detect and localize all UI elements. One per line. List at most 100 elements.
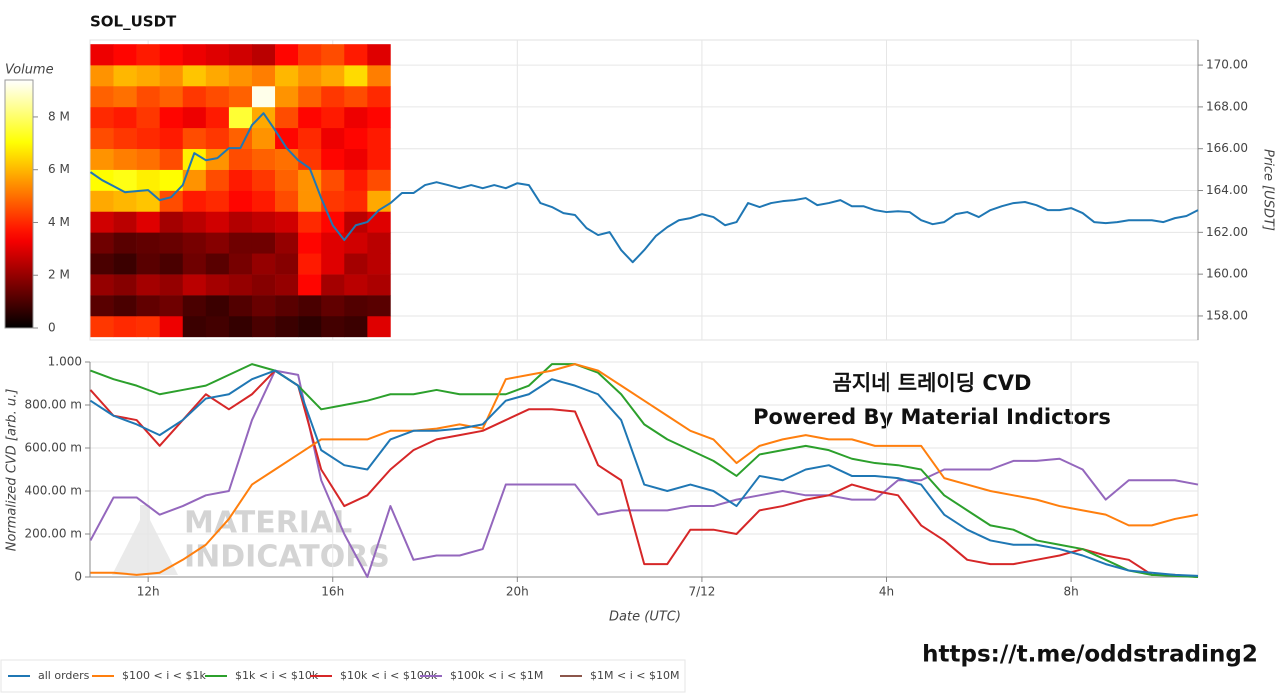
heatmap-cell [275,65,299,87]
heatmap-cell [367,211,391,233]
heatmap-cell [136,44,160,66]
colorbar-label: Volume [5,63,54,78]
heatmap-cell [205,127,230,150]
heatmap-cell [205,274,230,296]
link-text: https://t.me/oddstrading2 [922,642,1258,668]
heatmap-cell [275,211,299,233]
heatmap-cell [182,274,207,296]
heatmap-cell [182,127,207,150]
heatmap-cell [251,127,276,150]
heatmap-cell [298,295,322,317]
heatmap-cell [113,127,137,150]
heatmap-cell [113,169,137,191]
heatmap-cell [113,211,137,233]
heatmap-cell [182,315,207,338]
heatmap-cell [205,44,230,66]
heatmap-cell [228,295,253,317]
colorbar-tick-label: 4 M [48,215,70,229]
heatmap-cell [344,211,368,233]
heatmap-cell [159,274,184,296]
heatmap-cell [136,106,160,129]
heatmap-cell [298,190,322,212]
heatmap-cell [321,44,345,66]
y-tick-label: 160.00 [1206,267,1248,281]
heatmap-cell [205,295,230,317]
annotation: Powered By Material Indictors [753,405,1111,429]
heatmap-cell [251,315,276,338]
heatmap-cell [321,85,345,108]
heatmap-cell [90,211,114,233]
chart-title: SOL_USDT [90,13,177,31]
watermark: MATERIAL INDICATORS [112,505,390,575]
heatmap-cell [321,127,345,150]
legend-label: $1k < i < $10k [235,669,319,682]
heatmap-cell [275,315,299,338]
heatmap-cell [182,65,207,87]
heatmap-cell [113,148,137,170]
watermark-text: INDICATORS [184,540,390,575]
colorbar-tick-label: 0 [48,321,56,335]
heatmap-cell [228,211,253,233]
heatmap-cell [182,106,207,129]
heatmap-cell [321,295,345,317]
heatmap-cell [344,295,368,317]
heatmap-cell [159,148,184,170]
heatmap-cell [367,169,391,191]
heatmap-cell [344,190,368,212]
heatmap-cell [275,127,299,150]
colorbar-tick-label: 8 M [48,109,70,123]
y-tick-label: 162.00 [1206,225,1248,239]
heatmap-cell [90,274,114,296]
heatmap-cell [275,106,299,129]
heatmap-cell [159,232,184,254]
heatmap-cell [182,190,207,212]
heatmap-cell [367,315,391,338]
x-tick-label: 7/12 [688,585,715,599]
y-tick-label: 0 [74,570,82,584]
heatmap-cell [159,65,184,87]
heatmap-cell [251,274,276,296]
heatmap-cell [159,106,184,129]
x-axis-label: Date (UTC) [609,610,681,625]
y-tick-label: 200.00 m [25,527,83,541]
heatmap-cell [90,127,114,150]
heatmap-cell [113,315,137,338]
heatmap-cell [90,44,114,66]
heatmap-cell [367,65,391,87]
heatmap-cell [228,44,253,66]
heatmap-cell [275,44,299,66]
heatmap-cell [182,44,207,66]
heatmap-cell [228,148,253,170]
heatmap-cell [113,253,137,275]
heatmap-cell [113,85,137,108]
heatmap-cell [136,148,160,170]
heatmap-cell [228,85,253,108]
heatmap-cell [205,232,230,254]
cvd-line [90,363,1199,576]
heatmap-cell [321,211,345,233]
heatmap-cell [182,232,207,254]
heatmap-cell [90,315,114,338]
price-line [89,112,1199,264]
heatmap-cell [298,232,322,254]
colorbar [4,79,34,329]
heatmap-cell [159,44,184,66]
heatmap-cell [90,295,114,317]
heatmap-cell [136,190,160,212]
heatmap-cell [90,148,114,170]
heatmap-cell [321,253,345,275]
watermark-text: MATERIAL [184,506,352,541]
heatmap-cell [228,127,253,150]
top-plot: 158.00 160.00 162.00 164.00 166.00 168.00 170.… [89,39,1248,341]
heatmap-cell [275,253,299,275]
y-tick-label: 164.00 [1206,183,1248,197]
heatmap-cell [298,127,322,150]
heatmap-cell [205,253,230,275]
colorbar-tick-label: 2 M [48,268,70,282]
heatmap-cell [321,232,345,254]
heatmap-cell [205,106,230,129]
heatmap-cell [251,148,276,170]
heatmap-cell [205,190,230,212]
heatmap-cell [251,85,276,108]
